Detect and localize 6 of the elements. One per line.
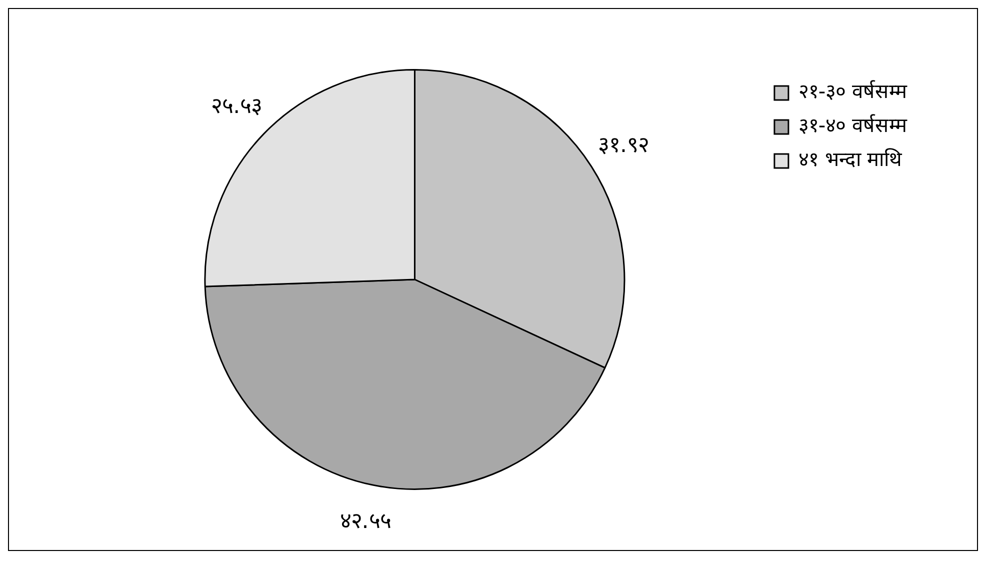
legend-label: ४१ भन्दा माथि: [798, 147, 904, 172]
legend-label: ३१-४० वर्षसम्म: [798, 113, 908, 138]
legend-label: २१-३० वर्षसम्म: [798, 79, 908, 104]
data-label: ३१.९२: [598, 132, 650, 158]
data-label: ४२.५५: [340, 508, 391, 534]
data-label: २५.५३: [211, 94, 262, 119]
